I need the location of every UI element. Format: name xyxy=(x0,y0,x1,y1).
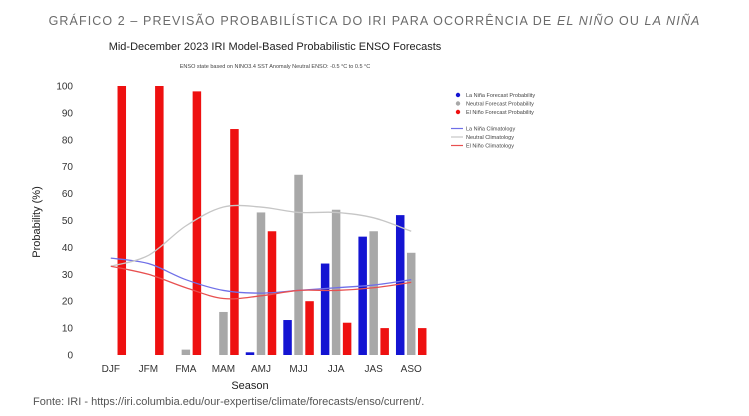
bar xyxy=(245,352,255,355)
legend-label: Neutral Forecast Probability xyxy=(466,102,534,108)
legend-label: Neutral Climatology xyxy=(466,135,514,141)
x-tick-label: MAM xyxy=(212,364,235,375)
y-tick-label: 30 xyxy=(62,270,74,281)
y-tick-label: 90 xyxy=(62,108,74,119)
chart-legend: La Niña Forecast Probability Neutral Fore… xyxy=(451,92,535,150)
y-tick-label: 80 xyxy=(62,135,74,146)
figure-heading: GRÁFICO 2 – PREVISÃO PROBABILÍSTICA DO I… xyxy=(0,14,749,28)
figure-heading-term-la-nina: LA NIÑA xyxy=(644,14,701,28)
climatology-line xyxy=(110,257,412,294)
bar xyxy=(342,322,352,355)
y-tick-label: 20 xyxy=(62,297,74,308)
y-tick-label: 70 xyxy=(62,162,74,173)
x-axis-title: Season xyxy=(231,380,268,392)
bar xyxy=(155,86,164,355)
bar xyxy=(305,301,314,355)
legend-marker xyxy=(455,92,461,98)
bar xyxy=(331,209,341,355)
bar xyxy=(294,174,303,355)
bar xyxy=(192,91,202,355)
climatology-line xyxy=(110,265,412,300)
bar xyxy=(369,231,378,355)
bar xyxy=(380,328,389,355)
x-axis-ticks: DJF JFM FMA MAM AMJ MJJ JJA JAS ASO xyxy=(102,364,422,375)
y-tick-label: 40 xyxy=(62,243,74,254)
y-tick-label: 50 xyxy=(62,216,74,227)
y-axis-title: Probability (%) xyxy=(31,186,43,258)
x-tick-label: AMJ xyxy=(251,364,271,375)
bar-marks xyxy=(117,86,427,355)
legend-label: La Niña Climatology xyxy=(466,127,515,133)
bar xyxy=(230,129,239,355)
x-tick-label: JJA xyxy=(328,364,345,375)
bar xyxy=(256,212,266,355)
x-tick-label: DJF xyxy=(102,364,120,375)
legend-label: La Niña Forecast Probability xyxy=(466,93,535,99)
bar xyxy=(283,320,292,355)
bar xyxy=(395,215,405,355)
x-tick-label: MJJ xyxy=(289,364,307,375)
bar xyxy=(406,252,416,355)
x-tick-label: FMA xyxy=(175,364,196,375)
y-tick-label: 100 xyxy=(56,82,73,93)
legend-label: El Niño Forecast Probability xyxy=(466,110,534,116)
chart-subtitle: ENSO state based on NINO3.4 SST Anomaly … xyxy=(180,64,370,70)
bar xyxy=(181,349,191,355)
source-note: Fonte: IRI - https://iri.columbia.edu/ou… xyxy=(33,396,425,408)
y-axis-ticks: 0 10 20 30 40 50 60 70 80 90 100 xyxy=(56,82,73,362)
y-tick-label: 10 xyxy=(62,324,74,335)
bar xyxy=(358,236,367,355)
legend-label: El Niño Climatology xyxy=(466,144,514,150)
figure-heading-prefix: GRÁFICO 2 – PREVISÃO PROBABILÍSTICA DO I… xyxy=(48,14,557,28)
bar xyxy=(320,263,330,355)
legend-marker xyxy=(455,101,461,106)
x-tick-label: JFM xyxy=(139,364,158,375)
climatology-line xyxy=(110,204,412,267)
y-tick-label: 0 xyxy=(67,351,73,362)
y-tick-label: 60 xyxy=(62,189,74,200)
figure-heading-term-el-nino: EL NIÑO xyxy=(556,14,615,28)
legend-marker xyxy=(455,109,461,115)
climatology-lines xyxy=(110,204,412,300)
enso-forecast-chart: Mid-December 2023 IRI Model-Based Probab… xyxy=(31,41,535,392)
x-tick-label: JAS xyxy=(364,364,383,375)
bar xyxy=(417,328,427,355)
figure-heading-conjunction: OU xyxy=(614,14,645,28)
bar xyxy=(219,311,228,355)
bar xyxy=(117,86,127,355)
chart-title: Mid-December 2023 IRI Model-Based Probab… xyxy=(109,41,442,53)
x-tick-label: ASO xyxy=(401,364,422,375)
